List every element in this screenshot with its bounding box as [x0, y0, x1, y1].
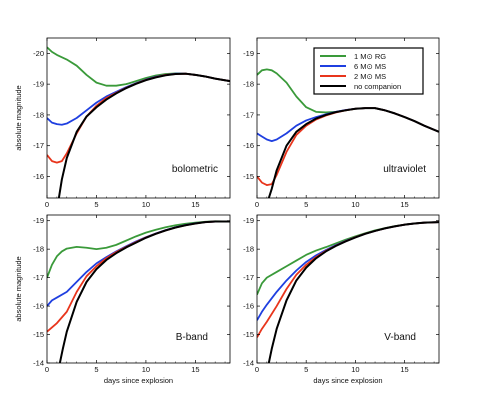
bolometric-xtick-label: 0 [45, 200, 49, 209]
v-band-ytick-label: -15 [243, 330, 254, 339]
ultraviolet-no-companion-line [267, 107, 439, 198]
ultraviolet-panel: 0 5 10 15 -15 -16 -17 -18 -19 ultraviolet [243, 37, 440, 209]
b-band-xlabel: days since explosion [104, 376, 173, 385]
b-band-1-m-rg-line [47, 220, 230, 278]
bolometric-ylabel: absolute magnitude [14, 85, 23, 150]
b-band-no-companion-line [58, 220, 230, 363]
v-band-xtick-label: 15 [400, 365, 408, 374]
v-band-ytick-label: -17 [243, 273, 254, 282]
v-band-ytick-label: -16 [243, 302, 254, 311]
b-band-ytick-label: -17 [33, 273, 44, 282]
b-band-xtick-label: 0 [45, 365, 49, 374]
bolometric-frame [46, 37, 231, 199]
bolometric-ytick-label: -16 [33, 172, 44, 181]
v-band-xtick-label: 0 [255, 365, 259, 374]
bolometric-no-companion-line [57, 72, 230, 198]
bolometric-panel: 0 5 10 15 -16 -17 -18 -19 -20 absolute magnitude b… [14, 37, 231, 209]
ultraviolet-panel-label: ultraviolet [383, 164, 426, 175]
legend-entry-6-m-ms: 6 M⊙ MS [354, 62, 386, 71]
b-band-ytick-label: -16 [33, 302, 44, 311]
b-band-xtick-label: 10 [142, 365, 150, 374]
b-band-xtick-label: 5 [94, 365, 98, 374]
bolometric-xtick-label: 15 [191, 200, 199, 209]
ultraviolet-6-m-ms-line [257, 107, 439, 142]
bolometric-xtick-label: 10 [142, 200, 150, 209]
ultraviolet-xtick-label: 10 [351, 200, 359, 209]
bolometric-ytick-label: -20 [33, 49, 44, 58]
bolometric-6-m-ms-line [47, 72, 230, 126]
ultraviolet-xtick-label: 5 [304, 200, 308, 209]
v-band-xlabel: days since explosion [313, 376, 382, 385]
legend-entry-1-m-rg: 1 M⊙ RG [354, 52, 386, 61]
b-band-6-m-ms-line [47, 220, 230, 307]
v-band-frame [256, 214, 440, 364]
legend-entry-2-m-ms: 2 M⊙ MS [354, 72, 386, 81]
b-band-xtick-label: 15 [191, 365, 199, 374]
b-band-ylabel: absolute magnitude [14, 256, 23, 321]
bolometric-ytick-label: -17 [33, 141, 44, 150]
bolometric-xtick-label: 5 [94, 200, 98, 209]
ultraviolet-xtick-label: 0 [255, 200, 259, 209]
v-band-xtick-label: 10 [351, 365, 359, 374]
ultraviolet-ytick-label: -18 [243, 80, 254, 89]
bolometric-ytick-label: -19 [33, 80, 44, 89]
ultraviolet-ytick-label: -16 [243, 141, 254, 150]
b-band-ytick-label: -14 [33, 359, 44, 368]
bolometric-1-m-rg-line [47, 46, 230, 87]
ultraviolet-frame [256, 37, 440, 199]
b-band-frame [46, 214, 231, 364]
v-band-no-companion-line [267, 221, 439, 363]
ultraviolet-ytick-label: -17 [243, 110, 254, 119]
v-band-panel-label: V-band [384, 332, 416, 343]
bolometric-2-m-ms-line [47, 72, 230, 164]
b-band-2-m-ms-line [47, 220, 230, 333]
v-band-ytick-label: -18 [243, 245, 254, 254]
v-band-ytick-label: -19 [243, 216, 254, 225]
b-band-ytick-label: -15 [33, 330, 44, 339]
b-band-panel: 0 5 10 15 -14 -15 -16 -17 -18 -19 absolute magnitu… [14, 214, 231, 385]
legend-entry-no-companion: no companion [354, 82, 401, 91]
bolometric-panel-label: bolometric [172, 164, 218, 175]
b-band-ytick-label: -18 [33, 245, 44, 254]
ultraviolet-xtick-label: 15 [400, 200, 408, 209]
ultraviolet-ytick-label: -19 [243, 49, 254, 58]
bolometric-ytick-label: -18 [33, 110, 44, 119]
ultraviolet-ytick-label: -15 [243, 172, 254, 181]
b-band-panel-label: B-band [176, 332, 208, 343]
b-band-ytick-label: -19 [33, 216, 44, 225]
v-band-xtick-label: 5 [304, 365, 308, 374]
v-band-ytick-label: -14 [243, 359, 254, 368]
v-band-panel: 0 5 10 15 -14 -15 -16 -17 -18 -19 days since explo… [243, 214, 440, 385]
